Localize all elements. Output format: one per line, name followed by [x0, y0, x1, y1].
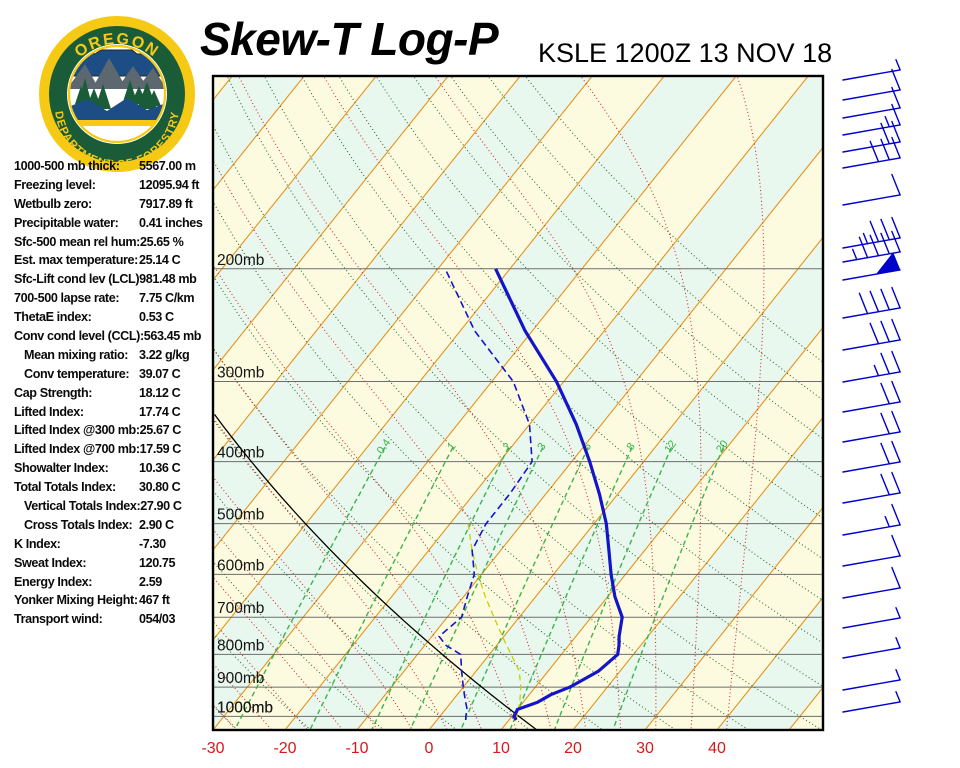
svg-text:200mb: 200mb [217, 252, 264, 269]
svg-text:600mb: 600mb [217, 557, 264, 574]
svg-text:-30: -30 [201, 740, 224, 757]
svg-text:10: 10 [492, 740, 510, 757]
svg-text:900mb: 900mb [217, 670, 264, 687]
svg-text:700mb: 700mb [217, 600, 264, 617]
svg-text:800mb: 800mb [217, 637, 264, 654]
svg-text:-10: -10 [345, 740, 368, 757]
svg-text:40: 40 [708, 740, 726, 757]
svg-text:1000mb: 1000mb [217, 699, 273, 716]
svg-text:30: 30 [636, 740, 654, 757]
svg-text:300mb: 300mb [217, 365, 264, 382]
svg-text:500mb: 500mb [217, 507, 264, 524]
svg-text:400mb: 400mb [217, 445, 264, 462]
svg-text:0: 0 [425, 740, 434, 757]
svg-text:20: 20 [564, 740, 582, 757]
svg-text:-20: -20 [273, 740, 296, 757]
